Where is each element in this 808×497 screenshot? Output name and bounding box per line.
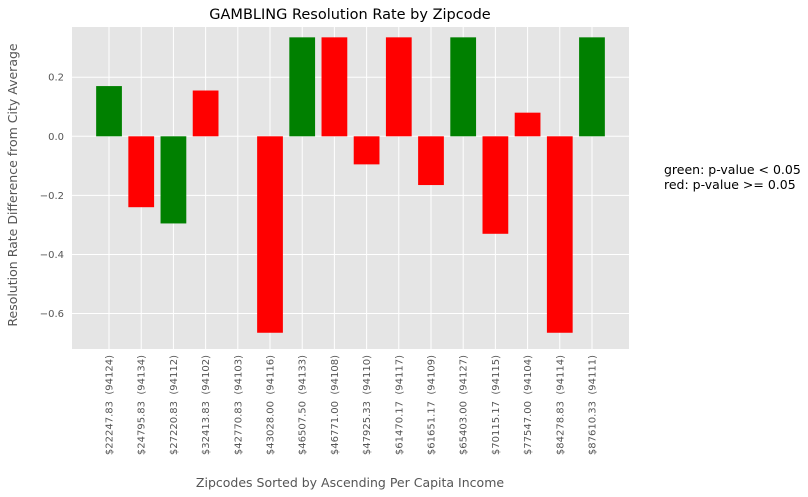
x-tick-label: $46771.00 (94108)	[330, 355, 341, 455]
x-tick-label: $43028.00 (94116)	[266, 355, 277, 455]
x-tick-label: $70115.17 (94115)	[491, 355, 502, 455]
bar	[482, 136, 509, 234]
bar	[160, 136, 187, 224]
bars	[96, 37, 605, 333]
bar	[546, 136, 573, 333]
x-tick-label: $61651.17 (94109)	[426, 355, 437, 455]
chart-title: GAMBLING Resolution Rate by Zipcode	[209, 7, 490, 23]
significance-legend: green: p-value < 0.05 red: p-value >= 0.…	[664, 162, 801, 192]
y-tick-label: 0.2	[48, 73, 64, 84]
y-tick-label: −0.4	[40, 250, 64, 261]
x-tick-label: $27220.83 (94112)	[169, 355, 180, 455]
bar	[579, 37, 605, 137]
x-tick-label: $32413.83 (94102)	[201, 355, 212, 455]
x-tick-label: $65403.00 (94127)	[459, 355, 470, 455]
x-tick-label: $24795.83 (94134)	[137, 355, 148, 455]
x-tick-label: $46507.50 (94133)	[298, 355, 309, 455]
bar	[321, 37, 348, 137]
x-tick-label: $42770.83 (94103)	[233, 355, 244, 455]
x-tick-label: $47925.33 (94110)	[362, 355, 373, 455]
x-tick-label: $22247.83 (94124)	[105, 355, 116, 455]
x-tick-label: $87610.33 (94111)	[587, 355, 598, 455]
legend-green-note: green: p-value < 0.05	[664, 162, 801, 177]
y-tick-label: 0.0	[48, 132, 64, 143]
plot-area	[72, 27, 629, 349]
bar	[353, 136, 380, 165]
x-axis-label: Zipcodes Sorted by Ascending Per Capita …	[196, 475, 504, 490]
bar	[128, 136, 155, 208]
bar	[289, 37, 316, 137]
bar	[257, 136, 283, 333]
x-tick-label: $77547.00 (94104)	[523, 355, 534, 455]
x-axis-ticks: $22247.83 (94124) $24795.83 (94134) $27220…	[105, 355, 599, 455]
bar	[385, 37, 412, 137]
bar	[450, 37, 477, 137]
bar	[514, 112, 541, 137]
y-axis-label: Resolution Rate Difference from City Ave…	[5, 43, 20, 327]
y-tick-label: −0.2	[40, 191, 64, 202]
bar	[192, 90, 219, 137]
bar	[96, 86, 122, 137]
legend-red-note: red: p-value >= 0.05	[664, 177, 796, 192]
bar	[418, 136, 444, 186]
y-tick-label: −0.6	[40, 309, 64, 320]
y-axis-ticks: −0.6 −0.4 −0.2 0.0 0.2	[40, 73, 64, 320]
x-tick-label: $84278.83 (94114)	[555, 355, 566, 455]
x-tick-label: $61470.17 (94117)	[394, 355, 405, 455]
